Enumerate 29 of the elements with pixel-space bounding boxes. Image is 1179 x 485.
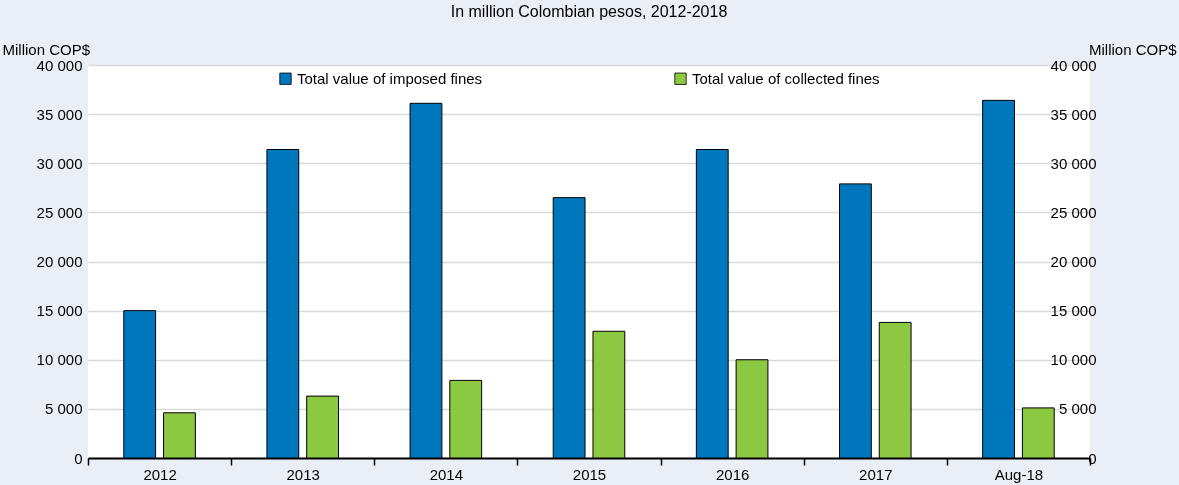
y2-tick-label: 10 000: [1050, 351, 1097, 369]
y-tick-label: 30 000: [36, 154, 83, 172]
x-tick-label: 2014: [429, 465, 464, 483]
legend-label: Total value of imposed fines: [297, 69, 483, 87]
y2-tick-label: 5 000: [1058, 400, 1097, 418]
y-tick-label: 35 000: [36, 105, 83, 123]
y2-tick-label: 35 000: [1050, 105, 1097, 123]
y2-tick-label: 25 000: [1050, 203, 1097, 221]
y2-axis-title: Million COP$: [1088, 40, 1178, 58]
y-tick-label: 5 000: [44, 400, 83, 418]
y-tick-label: 15 000: [36, 302, 83, 320]
x-tick-label: 2015: [572, 465, 607, 483]
y-tick-label: 20 000: [36, 253, 83, 270]
y-axis-title: Million COP$: [2, 40, 91, 58]
y-tick-label: 0: [74, 449, 83, 467]
x-tick-label: Aug-18: [994, 465, 1044, 483]
y-tick-label: 10 000: [36, 351, 83, 369]
y2-tick-label: 30 000: [1050, 154, 1097, 172]
legend-label: Total value of collected fines: [692, 69, 880, 87]
y2-tick-label: 20 000: [1050, 253, 1097, 270]
y2-tick-label: 15 000: [1050, 302, 1097, 320]
y-tick-label: 40 000: [36, 56, 83, 74]
x-tick-label: 2016: [715, 465, 750, 483]
x-tick-label: 2013: [286, 465, 320, 483]
y2-tick-label: 40 000: [1050, 56, 1097, 74]
chart-title: In million Colombian pesos, 2012-2018: [450, 3, 728, 20]
x-tick-label: 2012: [143, 465, 177, 483]
x-tick-label: 2017: [859, 465, 893, 483]
y-tick-label: 25 000: [36, 203, 83, 221]
